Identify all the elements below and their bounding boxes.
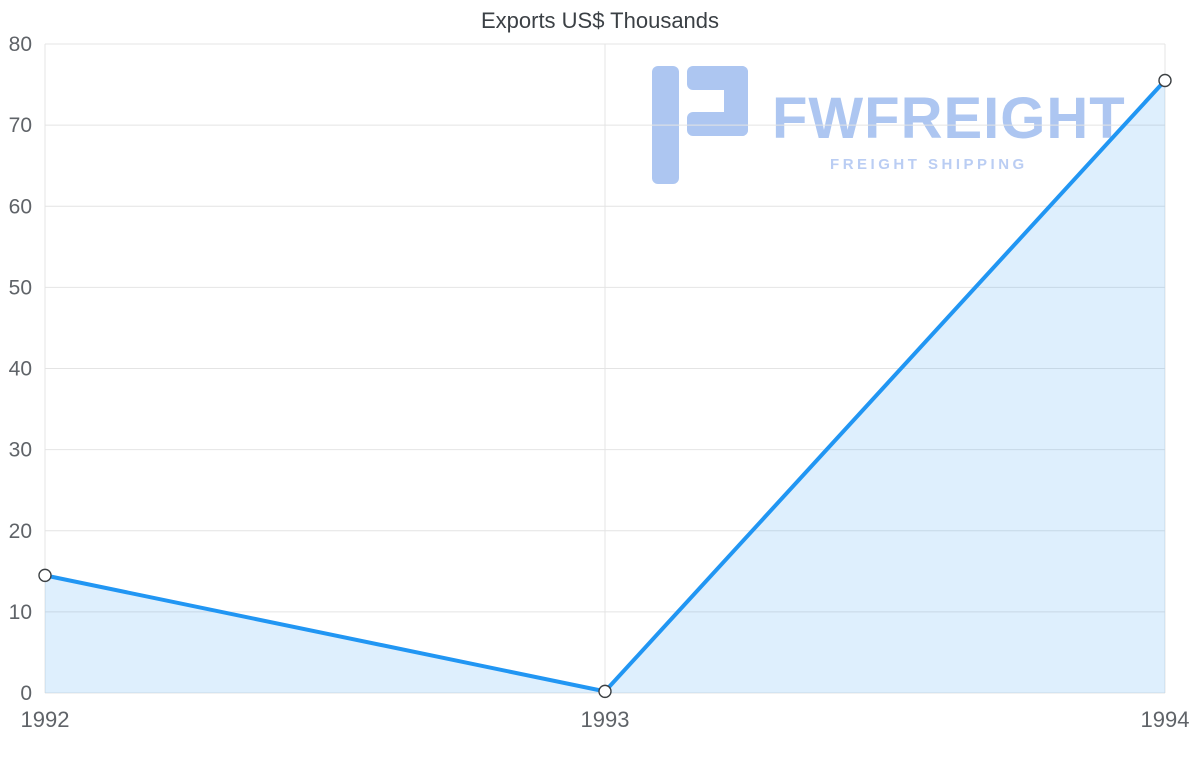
chart-title: Exports US$ Thousands (480, 8, 720, 33)
data-point-marker[interactable] (38, 568, 52, 583)
x-tick-label: 1994 (1141, 707, 1190, 732)
y-tick-label: 30 (9, 439, 32, 462)
data-point-marker[interactable] (1158, 73, 1172, 88)
y-tick-label: 40 (9, 358, 32, 381)
area-fill (45, 80, 1165, 694)
data-point-marker[interactable] (598, 684, 612, 699)
watermark-brand: FWFREIGHT (772, 86, 1126, 151)
y-tick-label: 60 (9, 195, 32, 218)
x-tick-label: 1992 (21, 707, 70, 732)
y-tick-label: 70 (9, 114, 32, 137)
watermark-text-block: FWFREIGHT FREIGHT SHIPPING (772, 66, 1126, 174)
y-tick-label: 10 (9, 601, 32, 624)
y-tick-label: 80 (9, 33, 32, 56)
watermark-tagline: FREIGHT SHIPPING (830, 156, 1028, 173)
y-tick-label: 20 (9, 520, 32, 543)
watermark: FWFREIGHT FREIGHT SHIPPING (652, 66, 1126, 184)
y-tick-label: 0 (20, 682, 32, 705)
fwfreight-logo-icon (652, 66, 748, 184)
x-tick-label: 1993 (581, 707, 630, 732)
y-tick-label: 50 (9, 276, 32, 299)
